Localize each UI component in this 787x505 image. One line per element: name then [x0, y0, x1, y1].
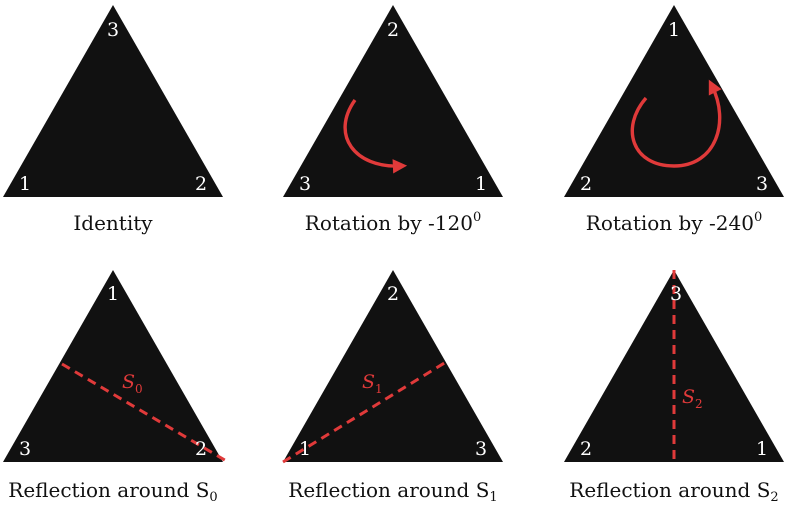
vertex-label-right: 3 — [756, 173, 768, 195]
caption: Reflection around S0 — [8, 478, 217, 505]
vertex-label-left: 3 — [299, 173, 311, 195]
vertex-label-top: 3 — [107, 19, 119, 41]
axis-label: S1 — [362, 371, 383, 396]
triangle — [3, 270, 223, 462]
circular-arrow-icon — [630, 79, 722, 168]
vertex-label-top: 1 — [668, 19, 680, 41]
curved-arrow-icon — [343, 99, 408, 174]
vertex-label-right: 2 — [195, 173, 207, 195]
reflection-axis-line — [282, 360, 447, 464]
panel-rotation-240: 1 2 3 Rotation by -2400 — [564, 5, 784, 235]
axis-label: S2 — [682, 386, 703, 411]
vertex-label-top: 1 — [107, 283, 119, 305]
triangle — [3, 5, 223, 197]
vertex-label-top: 2 — [387, 19, 399, 41]
reflection-axis-line — [61, 362, 229, 464]
panel-rotation-120: 2 3 1 Rotation by -1200 — [283, 5, 503, 235]
vertex-label-left: 3 — [19, 438, 31, 460]
vertex-label-left: 1 — [19, 173, 31, 195]
vertex-label-right: 1 — [475, 173, 487, 195]
caption: Reflection around S1 — [288, 478, 497, 505]
caption: Reflection around S2 — [569, 478, 778, 505]
vertex-label-right: 1 — [756, 438, 768, 460]
vertex-label-top: 3 — [670, 283, 682, 305]
caption: Identity — [73, 211, 153, 235]
vertex-label-left: 2 — [580, 173, 592, 195]
panel-identity: 3 1 2 Identity — [3, 5, 223, 235]
vertex-label-top: 2 — [387, 283, 399, 305]
triangle — [283, 270, 503, 462]
vertex-label-right: 2 — [195, 438, 207, 460]
panel-reflection-s0: S0 1 3 2 Reflection around S0 — [3, 270, 229, 505]
triangle — [564, 5, 784, 197]
caption: Rotation by -2400 — [586, 210, 762, 235]
caption: Rotation by -1200 — [305, 210, 481, 235]
vertex-label-right: 3 — [475, 438, 487, 460]
panel-reflection-s1: S1 2 1 3 Reflection around S1 — [282, 270, 503, 505]
panel-reflection-s2: S2 3 2 1 Reflection around S2 — [564, 270, 784, 505]
triangle — [283, 5, 503, 197]
axis-label: S0 — [122, 371, 143, 396]
vertex-label-left: 2 — [580, 438, 592, 460]
vertex-label-left: 1 — [299, 438, 311, 460]
